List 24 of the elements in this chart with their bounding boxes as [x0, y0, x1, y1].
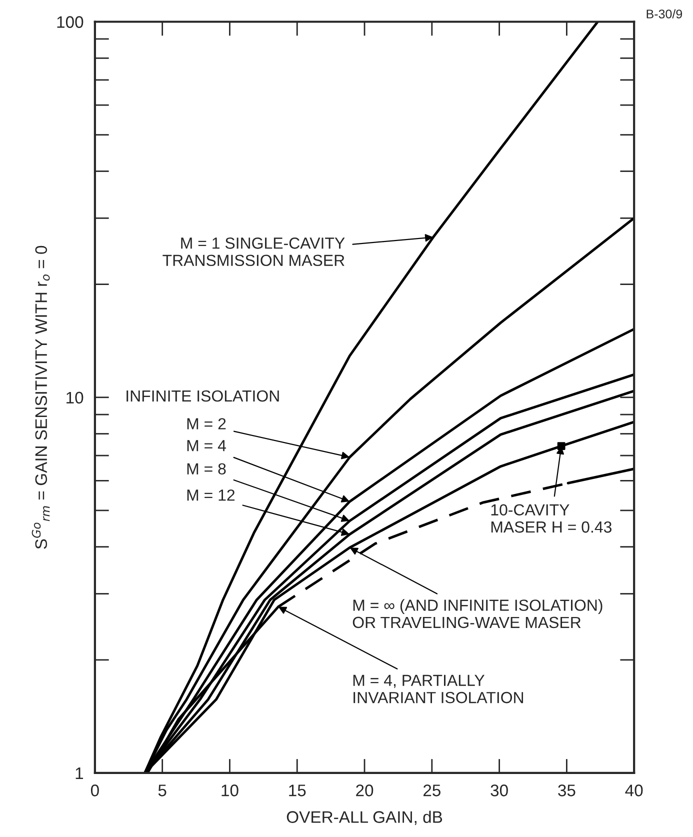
x-tick-label: 35: [558, 784, 576, 796]
y-tick-label: 1: [76, 768, 84, 780]
x-tick-label: 40: [625, 784, 643, 796]
x-tick-label: 15: [289, 784, 306, 796]
x-tick-label: 0: [90, 784, 99, 796]
annotation: M = 1 SINGLE-CAVITY TRANSMISSION MASER: [162, 238, 345, 266]
x-tick-label: 20: [356, 784, 374, 796]
annotation: M = 4, PARTIALLY INVARIANT ISOLATION: [353, 674, 524, 704]
x-axis-title: OVER-ALL GAIN, dB: [286, 810, 442, 825]
annotation: M = ∞ (AND INFINITE ISOLATION) OR TRAVELING-WAVE MASER: [352, 599, 602, 628]
x-tick-label: 25: [423, 784, 440, 796]
annotation: INFINITE ISOLATION: [126, 390, 279, 402]
text: B-30/9: [646, 9, 682, 18]
annotation: M = 12: [187, 490, 235, 501]
annotation: M = 8: [187, 463, 226, 475]
annotation: M = 4: [187, 440, 226, 452]
annotation: 10-CAVITY MASER H = 0.43: [491, 504, 612, 533]
y-axis-title: S$^{Go}$$_{rm}$ = GAIN SENSITIVITY WITH r$_{o}$ = 0: [32, 246, 50, 549]
x-tick-label: 30: [490, 784, 508, 796]
y-tick-label: 10: [66, 392, 84, 404]
annotation: M = 2: [187, 418, 226, 430]
y-tick-label: 100: [57, 16, 84, 28]
x-tick-label: 5: [158, 784, 166, 796]
x-tick-label: 10: [222, 784, 238, 796]
